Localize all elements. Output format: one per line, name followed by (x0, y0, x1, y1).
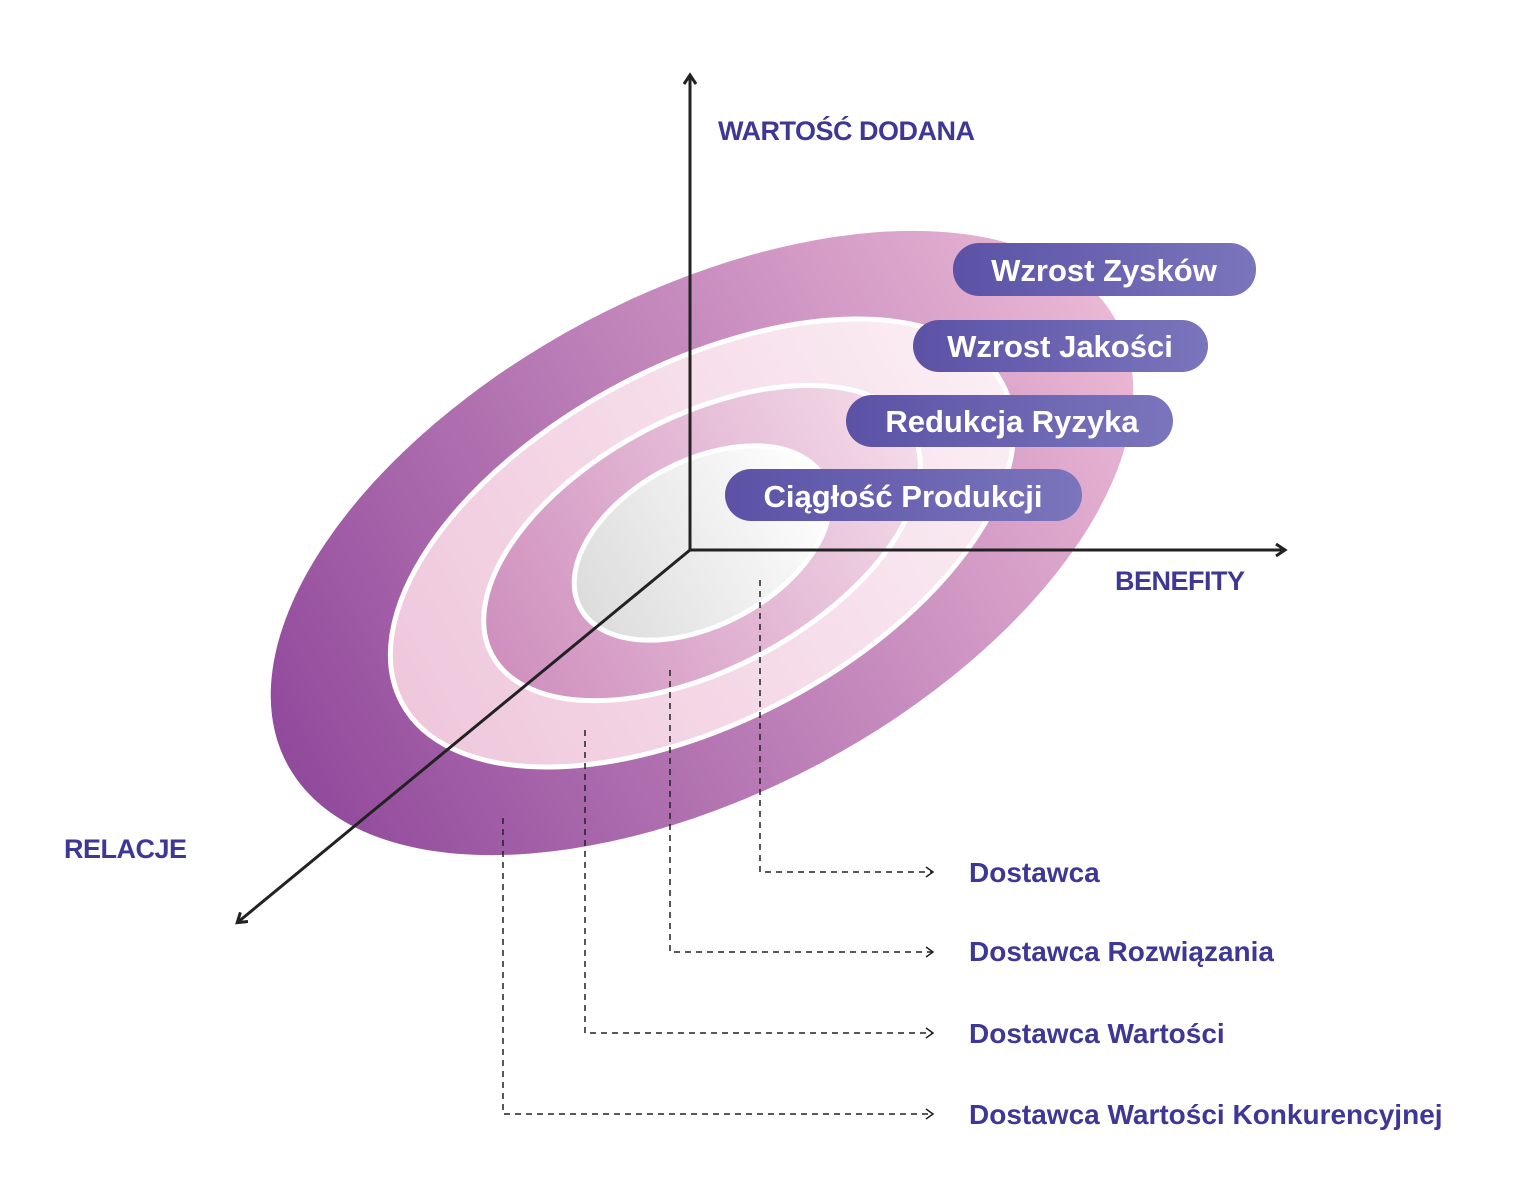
leader (759, 580, 935, 878)
axis-label: RELACJE (64, 834, 187, 864)
axis-label: WARTOŚĆ DODANA (718, 115, 975, 146)
pill (846, 395, 1173, 447)
pill-label: Wzrost Jakości (947, 329, 1173, 364)
level-label: Dostawca Wartości Konkurencyjnej (969, 1099, 1443, 1130)
pill (725, 469, 1082, 521)
rings (270, 230, 1134, 856)
leader (584, 730, 935, 1039)
leader (669, 670, 935, 958)
level-label: Dostawca Wartości (969, 1018, 1225, 1049)
level-label: Dostawca (969, 857, 1100, 888)
pill-label: Ciągłość Produkcji (763, 479, 1042, 514)
axis-label: BENEFITY (1115, 566, 1245, 596)
axis-z (238, 548, 691, 922)
leaders (502, 580, 935, 1120)
pill (913, 320, 1208, 372)
level-label: Dostawca Rozwiązania (969, 936, 1274, 967)
pill-label: Redukcja Ryzyka (885, 404, 1139, 439)
pills: Wzrost Zysków Wzrost Jakości Redukcja Ry… (725, 243, 1256, 521)
pill-label: Wzrost Zysków (991, 253, 1218, 288)
axes (238, 76, 1284, 922)
leader (502, 818, 935, 1120)
pill (953, 243, 1256, 296)
